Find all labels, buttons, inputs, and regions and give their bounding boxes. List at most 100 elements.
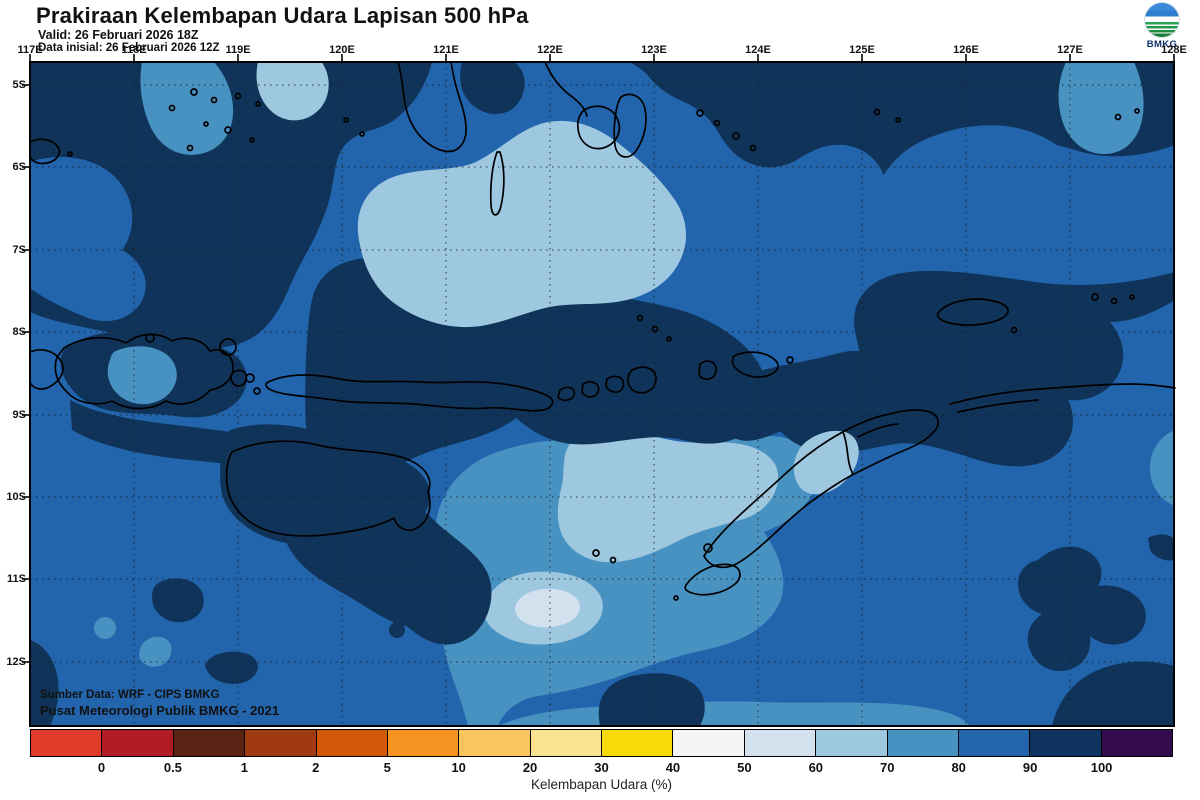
coast-islet bbox=[186, 144, 194, 152]
y-axis-label-5S: 5S bbox=[12, 79, 26, 91]
x-axis-label-119E: 119E bbox=[225, 44, 251, 56]
bmkg-logo-caption: BMKG bbox=[1146, 39, 1178, 50]
colorbar-segment-90-100 bbox=[1030, 730, 1102, 756]
coast-islet bbox=[873, 108, 881, 116]
source-org-line: Pusat Meteorologi Publik BMKG - 2021 bbox=[40, 703, 280, 718]
coast-timor-inner bbox=[857, 423, 899, 438]
coast-selayar bbox=[489, 151, 505, 216]
coast-leti-chain-inner bbox=[957, 399, 1039, 413]
colorbar-segment-70-80 bbox=[887, 730, 959, 756]
coast-islet bbox=[651, 325, 659, 333]
coast-kisar bbox=[1010, 326, 1018, 334]
colorbar-segment-60-70 bbox=[816, 730, 888, 756]
x-axis-label-128E: 128E bbox=[1161, 44, 1187, 56]
coast-islet bbox=[732, 132, 740, 140]
colorbar-tick-60: 60 bbox=[808, 760, 824, 775]
colorbar-tick-5: 5 bbox=[383, 760, 391, 775]
y-axis-label-6S: 6S bbox=[12, 161, 26, 173]
coast-alor bbox=[731, 351, 779, 378]
x-axis-label-118E: 118E bbox=[121, 44, 147, 56]
x-axis-label-121E: 121E bbox=[433, 44, 459, 56]
colorbar-segment-30-40 bbox=[602, 730, 674, 756]
initial-data-line: Data inisial: 26 Februari 2026 12Z bbox=[38, 42, 220, 54]
coast-leti-chain bbox=[949, 383, 1176, 405]
coast-islet bbox=[67, 151, 73, 157]
y-axis-label-7S: 7S bbox=[12, 244, 26, 256]
coast-islet bbox=[1129, 294, 1135, 300]
x-axis-label-125E: 125E bbox=[849, 44, 875, 56]
coast-savu-small bbox=[609, 556, 617, 564]
map-border bbox=[29, 61, 1175, 727]
colorbar-tick-30: 30 bbox=[594, 760, 609, 775]
colorbar-segment-<0 bbox=[31, 730, 103, 756]
bmkg-logo: BMKG bbox=[1141, 2, 1183, 54]
colorbar-tick-80: 80 bbox=[951, 760, 966, 775]
coast-sangeang bbox=[219, 338, 237, 356]
coast-rinca bbox=[253, 387, 261, 395]
y-axis-label-9S: 9S bbox=[12, 409, 26, 421]
coast-moyo bbox=[145, 333, 155, 343]
coast-semau bbox=[703, 543, 713, 553]
coast-adonara bbox=[581, 381, 600, 398]
coast-muna bbox=[576, 105, 621, 150]
colorbar-segment-50-60 bbox=[744, 730, 817, 756]
coast-savu bbox=[592, 549, 600, 557]
coast-timor-border bbox=[842, 431, 854, 475]
x-axis-label-122E: 122E bbox=[537, 44, 563, 56]
colorbar-segment-1-2 bbox=[245, 730, 317, 756]
colorbar-segment-5-10 bbox=[387, 730, 460, 756]
colorbar-segment-0.5-1 bbox=[173, 730, 246, 756]
coast-sumbawa bbox=[54, 333, 234, 410]
colorbar-tick-20: 20 bbox=[522, 760, 538, 775]
y-axis-label-11S: 11S bbox=[7, 573, 26, 585]
coast-islet bbox=[168, 104, 176, 112]
y-axis-label-12S: 12S bbox=[6, 656, 26, 668]
colorbar-tick-0.5: 0.5 bbox=[163, 760, 182, 775]
humidity-region-80-90-inlets bbox=[30, 125, 1175, 322]
colorbar-tick-50: 50 bbox=[737, 760, 752, 775]
colorbar-tick-100: 100 bbox=[1090, 760, 1113, 775]
coast-islet bbox=[605, 375, 625, 393]
coast-islet bbox=[895, 117, 901, 123]
coast-flores bbox=[265, 374, 554, 412]
graticule bbox=[30, 62, 1174, 726]
colorbar-tick-1: 1 bbox=[240, 760, 248, 775]
colorbar-label: Kelembapan Udara (%) bbox=[530, 777, 673, 792]
y-axis-label-10S: 10S bbox=[6, 491, 26, 503]
coast-timor bbox=[703, 409, 939, 569]
colorbar-segment->100 bbox=[1101, 730, 1172, 756]
coast-islet bbox=[249, 137, 255, 143]
humidity-region-70-80-patches bbox=[94, 62, 1175, 667]
coast-islet bbox=[190, 88, 198, 96]
coast-islet bbox=[673, 595, 679, 601]
colorbar-tick-10: 10 bbox=[451, 760, 466, 775]
humidity-colorbar bbox=[30, 729, 1173, 757]
y-axis-label-8S: 8S bbox=[12, 326, 26, 338]
coast-islet bbox=[666, 336, 672, 342]
coast-rote bbox=[684, 563, 741, 596]
colorbar-segment-2-5 bbox=[316, 730, 388, 756]
coast-islet bbox=[359, 131, 365, 137]
coast-islet bbox=[343, 117, 349, 123]
x-axis-label-123E: 123E bbox=[641, 44, 667, 56]
colorbar-tick-2: 2 bbox=[312, 760, 320, 775]
coast-islet bbox=[636, 314, 644, 322]
x-axis-label-120E: 120E bbox=[329, 44, 355, 56]
colorbar-tick-70: 70 bbox=[880, 760, 895, 775]
coast-buton bbox=[613, 93, 647, 158]
colorbar-segment-80-90 bbox=[958, 730, 1031, 756]
coast-romang bbox=[1091, 293, 1099, 301]
coast-pantar bbox=[698, 360, 717, 381]
coast-lembata bbox=[627, 366, 657, 394]
coast-solor bbox=[557, 386, 576, 401]
coast-islet bbox=[696, 109, 704, 117]
colorbar-segment-10-20 bbox=[459, 730, 531, 756]
valid-time-line: Valid: 26 Februari 2026 18Z bbox=[38, 28, 199, 42]
x-axis-label-124E: 124E bbox=[745, 44, 771, 56]
coastlines bbox=[29, 61, 1176, 601]
x-axis-label-117E: 117E bbox=[17, 44, 43, 56]
source-data-line: Sumber Data: WRF - CIPS BMKG bbox=[40, 689, 220, 701]
axis-tick-marks bbox=[22, 54, 1175, 663]
